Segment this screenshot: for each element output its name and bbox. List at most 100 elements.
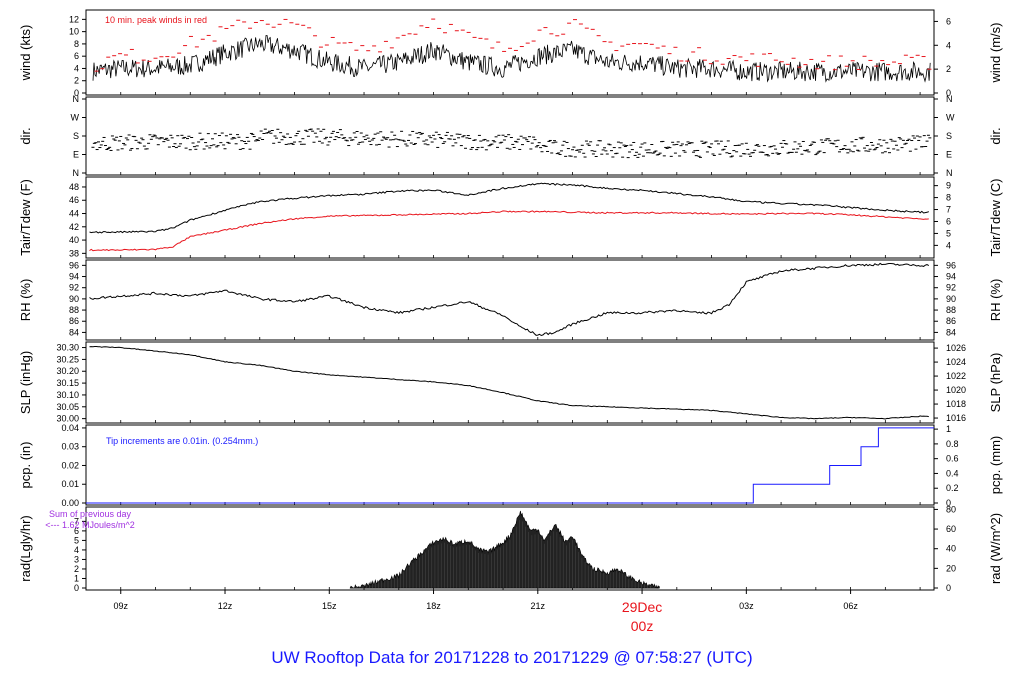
ylabel-left-wind: wind (kts): [18, 25, 33, 82]
ylabel-right-dir: dir.: [988, 127, 1003, 144]
ytick-label-right: 1020: [946, 385, 966, 395]
x-tick-label: 18z: [426, 601, 441, 611]
ytick-label-left: 10: [69, 27, 79, 37]
ytick-label-left: 12: [69, 14, 79, 24]
ytick-label-right: 6: [946, 16, 951, 26]
ytick-label-right: S: [946, 131, 952, 141]
air-temp-line: [89, 182, 929, 234]
panel-frame-rh: [85, 259, 935, 341]
ytick-label-left: 0.02: [61, 460, 79, 470]
x-date-label: 29Dec: [622, 599, 662, 615]
ytick-label-right: W: [946, 113, 955, 123]
x-tick-label: 03z: [739, 601, 754, 611]
ytick-label-right: 80: [946, 504, 956, 514]
pcp-annotation: Tip increments are 0.01in. (0.254mm.): [106, 436, 258, 446]
ytick-label-left: 8: [74, 39, 79, 49]
dewpoint-line: [89, 210, 929, 252]
ytick-label-right: 0: [946, 498, 951, 508]
ytick-label-left: 46: [69, 195, 79, 205]
ytick-label-right: 90: [946, 294, 956, 304]
ytick-label-left: 5: [74, 535, 79, 545]
ytick-label-right: 0.6: [946, 454, 959, 464]
ytick-label-left: 0: [74, 88, 79, 98]
ytick-label-left: 48: [69, 182, 79, 192]
ylabel-right-rad: rad (W/m^2): [988, 513, 1003, 584]
panel-frame-temp: [85, 176, 935, 259]
ylabel-left-dir: dir.: [18, 127, 33, 144]
rh-line: [89, 262, 930, 337]
ytick-label-right: 20: [946, 563, 956, 573]
ytick-label-right: 0: [946, 583, 951, 593]
x-tick-label: 21z: [531, 601, 546, 611]
ytick-label-left: 4: [74, 545, 79, 555]
ytick-label-left: 30.20: [56, 366, 79, 376]
plot-title: UW Rooftop Data for 20171228 to 20171229…: [271, 648, 753, 667]
ytick-label-left: 40: [69, 235, 79, 245]
ytick-label-left: 42: [69, 222, 79, 232]
ytick-label-right: 2: [946, 64, 951, 74]
x-tick-label: 06z: [843, 601, 858, 611]
ylabel-left-pcp: pcp. (in): [18, 442, 33, 489]
ytick-label-right: 84: [946, 327, 956, 337]
ytick-label-right: 1024: [946, 357, 966, 367]
ytick-label-right: 0: [946, 88, 951, 98]
wind-speed-line: [92, 35, 931, 83]
ytick-label-right: 1022: [946, 371, 966, 381]
ylabel-left-temp: Tair/Tdew (F): [18, 179, 33, 256]
ytick-label-left: 0.04: [61, 423, 79, 433]
ylabel-left-rh: RH (%): [18, 279, 33, 322]
ytick-label-right: 88: [946, 305, 956, 315]
ytick-label-left: 6: [74, 51, 79, 61]
ytick-label-left: 44: [69, 209, 79, 219]
ytick-label-left: 88: [69, 305, 79, 315]
ytick-label-left: 6: [74, 526, 79, 536]
ytick-label-left: 94: [69, 272, 79, 282]
ytick-label-right: N: [946, 168, 953, 178]
ytick-label-right: 0.8: [946, 439, 959, 449]
ytick-label-left: 96: [69, 260, 79, 270]
ytick-label-left: S: [73, 131, 79, 141]
slp-line: [89, 346, 929, 420]
ytick-label-left: 92: [69, 283, 79, 293]
ylabel-right-wind: wind (m/s): [988, 23, 1003, 84]
ylabel-right-slp: SLP (hPa): [988, 353, 1003, 413]
ytick-label-right: N: [946, 94, 953, 104]
rad-area: [349, 510, 660, 589]
ytick-label-left: 2: [74, 564, 79, 574]
ytick-label-right: 60: [946, 524, 956, 534]
ytick-label-left: 0: [74, 583, 79, 593]
ytick-label-left: 84: [69, 327, 79, 337]
ytick-label-right: 0.4: [946, 468, 959, 478]
ytick-label-left: 0.01: [61, 479, 79, 489]
ytick-label-right: 86: [946, 316, 956, 326]
ylabel-right-pcp: pcp. (mm): [988, 436, 1003, 495]
precip-line: [86, 427, 934, 504]
ytick-label-right: 1026: [946, 343, 966, 353]
ylabel-left-slp: SLP (inHg): [18, 351, 33, 414]
ytick-label-left: E: [73, 150, 79, 160]
ytick-label-right: 7: [946, 205, 951, 215]
ytick-label-left: 90: [69, 294, 79, 304]
ytick-label-left: 86: [69, 316, 79, 326]
ytick-label-right: 9: [946, 181, 951, 191]
x-date-hour-label: 00z: [631, 618, 654, 634]
ytick-label-right: 4: [946, 240, 951, 250]
ytick-label-right: 94: [946, 272, 956, 282]
ytick-label-left: 4: [74, 63, 79, 73]
ytick-label-left: N: [73, 168, 80, 178]
panel-frame-slp: [85, 341, 935, 424]
ytick-label-right: E: [946, 150, 952, 160]
x-tick-label: 12z: [218, 601, 233, 611]
ylabel-left-rad: rad(Lgly/hr): [18, 515, 33, 581]
ytick-label-left: 30.25: [56, 354, 79, 364]
ytick-label-left: 30.30: [56, 343, 79, 353]
rad-annotation-1: Sum of previous day: [49, 509, 132, 519]
ytick-label-right: 5: [946, 228, 951, 238]
ytick-label-right: 1016: [946, 413, 966, 423]
ylabel-right-rh: RH (%): [988, 279, 1003, 322]
ytick-label-right: 1: [946, 424, 951, 434]
ytick-label-left: 30.05: [56, 402, 79, 412]
ytick-label-left: 30.00: [56, 414, 79, 424]
x-tick-label: 09z: [113, 601, 128, 611]
ytick-label-right: 0.2: [946, 483, 959, 493]
